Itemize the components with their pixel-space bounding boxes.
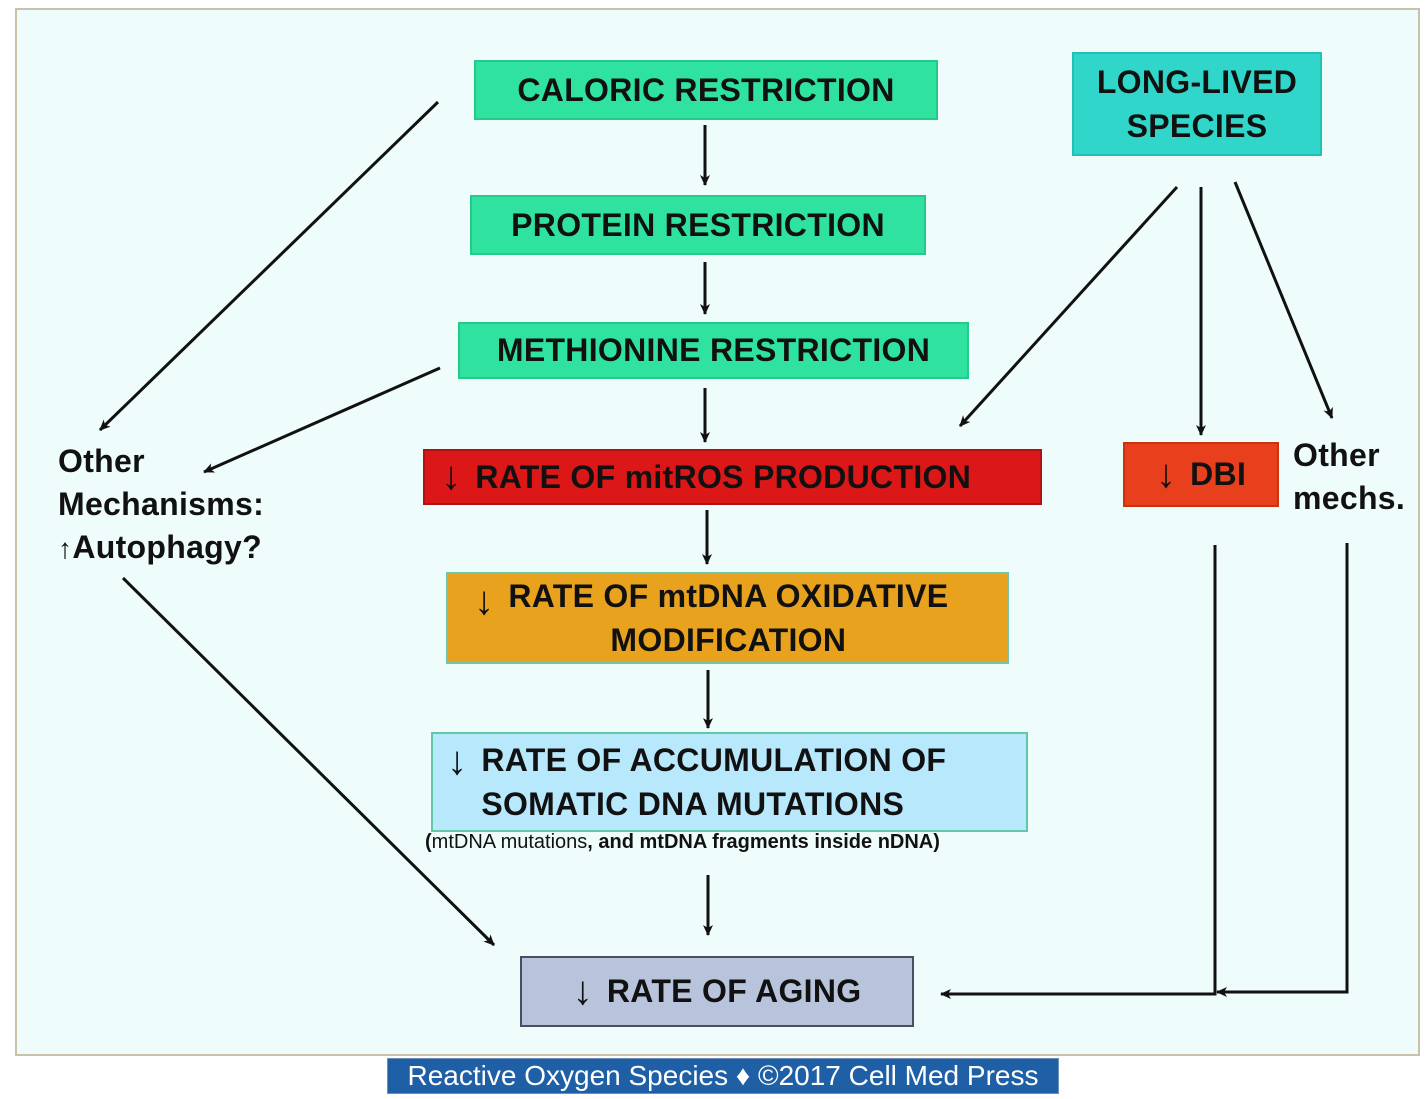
other-mechs-line2: mechs.	[1293, 480, 1406, 517]
down-arrow-icon: ↓	[441, 454, 462, 499]
other-mechanisms-line2: Mechanisms:	[58, 486, 265, 523]
mtdna-oxidative-text: RATE OF mtDNA OXIDATIVE MODIFICATION	[508, 574, 948, 662]
long-lived-line1: LONG-LIVED	[1096, 63, 1298, 100]
arrow-longlived-to-mitros	[958, 185, 1179, 428]
arrow-othermechs-to-aging	[1216, 543, 1349, 997]
somatic-line1: RATE OF ACCUMULATION OF	[481, 741, 947, 778]
mtdna-oxidative-box: ↓ RATE OF mtDNA OXIDATIVE MODIFICATION	[446, 572, 1009, 664]
protein-restriction-box: PROTEIN RESTRICTION	[470, 195, 926, 255]
other-mechs-label: Other mechs.	[1293, 434, 1405, 520]
mtdna-line2: MODIFICATION	[610, 622, 847, 658]
rate-of-aging-text: RATE OF AGING	[606, 973, 862, 1010]
arrow-methionine-to-other	[203, 366, 441, 474]
other-mechanisms-label: Other Mechanisms: ↑Autophagy?	[58, 440, 264, 570]
protein-restriction-text: PROTEIN RESTRICTION	[511, 206, 885, 243]
down-arrow-icon: ↓	[1155, 451, 1177, 496]
autophagy-text: Autophagy?	[72, 529, 262, 566]
down-arrow-icon: ↓	[447, 739, 468, 783]
mtdna-line1: RATE OF mtDNA OXIDATIVE	[508, 577, 949, 614]
note-part1: mtDNA mutations	[431, 831, 588, 853]
methionine-restriction-text: METHIONINE RESTRICTION	[496, 332, 931, 369]
rate-of-aging-box: ↓ RATE OF AGING	[520, 956, 914, 1027]
down-arrow-icon: ↓	[474, 579, 495, 623]
arrow-other-to-aging	[121, 576, 496, 947]
down-arrow-icon: ↓	[572, 968, 593, 1013]
caloric-restriction-text: CALORIC RESTRICTION	[517, 71, 895, 108]
footer-caption: Reactive Oxygen Species ♦ ©2017 Cell Med…	[387, 1058, 1059, 1094]
mitros-production-text: RATE OF mitROS PRODUCTION	[475, 458, 972, 495]
long-lived-species-box: LONG-LIVED SPECIES	[1072, 52, 1322, 156]
dbi-box: ↓ DBI	[1123, 442, 1279, 507]
arrow-caloric-to-other	[98, 100, 440, 432]
diagram-frame	[15, 8, 1420, 1056]
mutations-note: (mtDNA mutations, and mtDNA fragments in…	[425, 831, 940, 854]
methionine-restriction-box: METHIONINE RESTRICTION	[458, 322, 969, 379]
somatic-line2: SOMATIC DNA MUTATIONS	[481, 786, 905, 822]
other-mechanisms-line3: ↑Autophagy?	[58, 526, 264, 569]
dbi-text: DBI	[1190, 456, 1247, 493]
other-mechs-line1: Other	[1293, 437, 1380, 473]
somatic-mutations-text: RATE OF ACCUMULATION OF SOMATIC DNA MUTA…	[481, 738, 946, 826]
up-arrow-icon: ↑	[58, 533, 73, 565]
note-open-paren: (	[425, 831, 432, 853]
caloric-restriction-box: CALORIC RESTRICTION	[474, 60, 938, 120]
other-mechanisms-line1: Other	[58, 443, 145, 479]
arrow-dbi-to-aging	[940, 545, 1217, 999]
note-part2: , and mtDNA fragments inside nDNA)	[587, 831, 940, 853]
long-lived-line2: SPECIES	[1126, 108, 1268, 144]
somatic-mutations-box: ↓ RATE OF ACCUMULATION OF SOMATIC DNA MU…	[431, 732, 1028, 832]
arrow-longlived-to-othermechs	[1233, 181, 1334, 419]
mitros-production-box: ↓ RATE OF mitROS PRODUCTION	[423, 449, 1042, 505]
